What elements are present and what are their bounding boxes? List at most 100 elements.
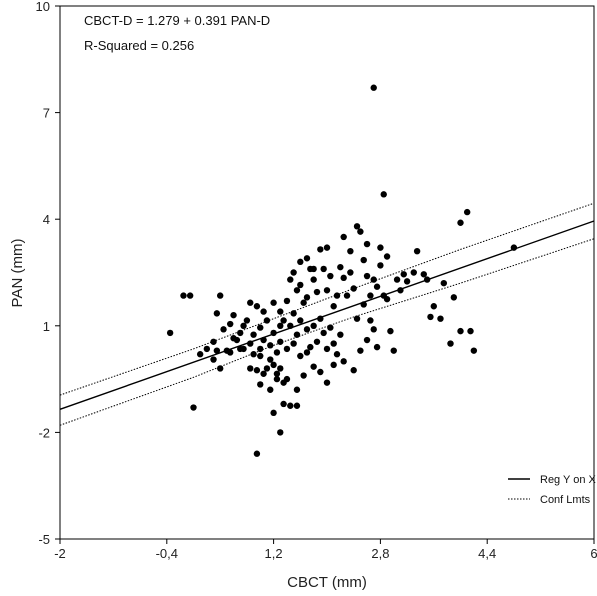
data-point <box>330 361 337 369</box>
data-point <box>203 345 211 353</box>
data-point <box>277 365 284 372</box>
data-point <box>210 338 217 345</box>
data-point <box>333 292 341 299</box>
data-point <box>467 327 474 335</box>
data-point <box>250 351 257 358</box>
data-point <box>287 402 294 409</box>
data-point <box>290 310 297 317</box>
data-point <box>180 292 187 299</box>
confidence-upper-line <box>59 202 595 396</box>
data-point <box>440 279 448 287</box>
data-point <box>300 372 307 379</box>
plot-border <box>59 5 595 540</box>
data-point <box>293 287 301 294</box>
data-point <box>253 450 261 457</box>
data-point <box>283 297 291 305</box>
data-point <box>273 349 281 356</box>
data-point <box>277 338 284 345</box>
data-point <box>290 340 297 347</box>
data-point <box>310 363 317 370</box>
data-point <box>317 315 324 322</box>
y-axis-title: PAN (mm) <box>9 239 26 308</box>
legend-conf-label: Conf Lmts <box>540 494 591 506</box>
data-point <box>257 381 264 388</box>
data-point <box>303 255 311 262</box>
y-tick-label: 1 <box>43 319 50 334</box>
data-point <box>227 349 234 356</box>
legend: Reg Y on X Conf Lmts <box>508 474 597 506</box>
data-point <box>363 336 371 344</box>
data-point <box>267 342 274 349</box>
data-point <box>327 324 334 331</box>
data-point <box>457 219 464 226</box>
data-points <box>166 84 518 457</box>
data-point <box>437 315 444 322</box>
data-point <box>353 223 361 230</box>
data-point <box>230 335 237 342</box>
data-point <box>327 272 334 280</box>
data-point <box>510 244 518 251</box>
regression-line-group <box>59 220 595 410</box>
data-point <box>390 347 397 354</box>
data-point <box>340 358 347 365</box>
data-point <box>370 276 377 283</box>
regression-equation: CBCT-D = 1.279 + 0.391 PAN-D <box>84 13 270 28</box>
data-point <box>290 269 297 276</box>
data-point <box>377 262 384 269</box>
data-point <box>270 329 277 337</box>
data-point <box>413 247 421 255</box>
data-point <box>210 356 217 363</box>
confidence-lower-line <box>59 238 595 426</box>
data-point <box>357 347 364 354</box>
data-point <box>367 317 374 324</box>
data-point <box>350 285 357 292</box>
data-point <box>263 317 271 324</box>
data-point <box>273 370 281 377</box>
data-point <box>373 283 381 290</box>
data-point <box>283 345 291 353</box>
x-tick-label: 2,8 <box>371 546 389 561</box>
plot-frame <box>59 5 595 540</box>
data-point <box>260 336 267 344</box>
r-squared-label: R-Squared = 0.256 <box>84 38 194 53</box>
data-point <box>370 326 377 333</box>
data-point <box>430 303 437 310</box>
data-point <box>293 331 301 338</box>
data-point <box>423 276 431 283</box>
data-point <box>267 356 274 363</box>
data-point <box>410 269 417 276</box>
data-point <box>350 367 357 374</box>
data-point <box>270 409 277 417</box>
data-point <box>217 365 224 372</box>
data-point <box>217 292 224 299</box>
data-point <box>310 265 317 273</box>
data-point <box>353 315 361 322</box>
data-point <box>247 299 254 306</box>
data-point <box>377 244 384 251</box>
data-point <box>360 301 367 308</box>
data-point <box>330 303 337 310</box>
data-point <box>383 295 391 303</box>
data-point <box>287 322 294 329</box>
data-point <box>303 326 311 333</box>
data-point <box>330 340 337 347</box>
data-point <box>257 324 264 331</box>
data-point <box>310 322 317 329</box>
data-point <box>347 247 354 255</box>
data-point <box>323 379 331 386</box>
data-point <box>400 271 407 278</box>
data-point <box>450 294 458 301</box>
data-point <box>380 191 387 198</box>
data-point <box>340 233 347 241</box>
data-point <box>313 288 321 296</box>
data-point <box>227 320 234 328</box>
data-point <box>166 329 174 337</box>
data-point <box>427 313 434 321</box>
data-point <box>343 292 351 299</box>
x-tick-label: 6 <box>590 546 597 561</box>
data-point <box>277 429 284 436</box>
x-tick-label: 4,4 <box>478 546 496 561</box>
data-point <box>383 253 391 260</box>
data-point <box>403 278 411 285</box>
data-point <box>247 365 254 372</box>
